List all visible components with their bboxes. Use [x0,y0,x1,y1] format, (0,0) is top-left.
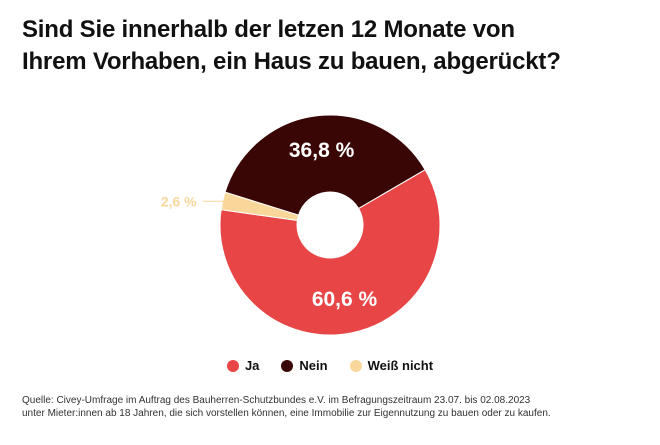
title-line-1: Sind Sie innerhalb der letzen 12 Monate … [22,16,515,43]
slice-weiss-nicht [220,191,300,221]
slice-nein [224,114,426,216]
chart-title: Sind Sie innerhalb der letzen 12 Monate … [22,14,642,78]
legend-label-nein: Nein [299,358,328,373]
legend: Ja Nein Weiß nicht [0,358,660,373]
legend-label-ja: Ja [244,358,260,373]
source-line-2: unter Mieter:innen ab 18 Jahren, die sic… [22,408,551,419]
data-label-weiss-nicht: 2,6 % [161,193,197,209]
source-note: Quelle: Civey-Umfrage im Auftrag des Bau… [22,394,642,420]
legend-item-ja: Ja [226,358,260,373]
legend-item-weiss-nicht: Weiß nicht [349,358,434,373]
title-line-2: Ihrem Vorhaben, ein Haus zu bauen, abger… [22,48,561,75]
legend-swatch-weiss-nicht [349,359,362,372]
legend-item-nein: Nein [281,358,328,373]
data-label-nein: 36,8 % [289,139,355,162]
source-line-1: Quelle: Civey-Umfrage im Auftrag des Bau… [22,395,531,406]
legend-swatch-ja [226,359,239,372]
slice-ja [219,169,441,336]
data-label-ja: 60,6 % [312,288,378,311]
legend-label-weiss-nicht: Weiß nicht [367,358,434,373]
legend-swatch-nein [281,359,294,372]
